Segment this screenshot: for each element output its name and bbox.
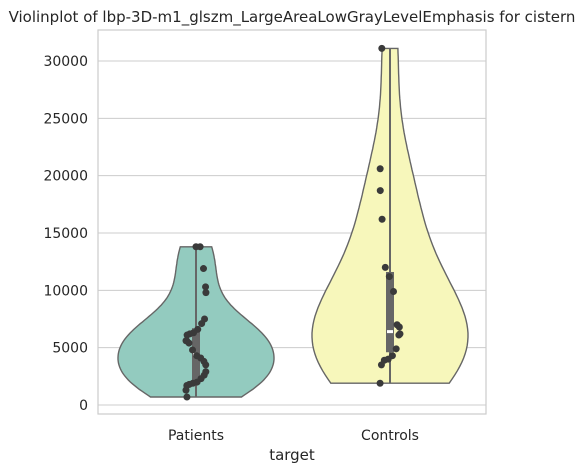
x-tick-labels: Patients Controls: [168, 428, 419, 444]
chart-title: Violinplot of lbp-3D-m1_glszm_LargeAreaL…: [9, 8, 576, 27]
data-point: [382, 264, 389, 271]
data-point: [378, 45, 385, 52]
data-point: [379, 216, 386, 223]
violins: [118, 48, 468, 397]
median-marker: [387, 330, 393, 333]
y-tick-label: 15000: [43, 226, 88, 242]
data-point: [386, 273, 393, 280]
data-point: [378, 361, 385, 368]
data-point: [200, 265, 207, 272]
data-point: [377, 165, 384, 172]
x-tick-label: Patients: [168, 428, 224, 444]
data-point: [393, 345, 400, 352]
data-point: [183, 393, 190, 400]
data-point: [202, 289, 209, 296]
data-point: [185, 340, 192, 347]
data-point: [202, 361, 209, 368]
data-point: [183, 387, 190, 394]
data-point: [390, 288, 397, 295]
data-point: [197, 243, 204, 250]
data-point: [198, 320, 205, 327]
data-point: [377, 187, 384, 194]
iqr-box: [386, 272, 394, 352]
y-tick-label: 10000: [43, 283, 88, 299]
data-point: [395, 332, 402, 339]
y-tick-label: 5000: [52, 341, 88, 357]
y-tick-labels: 0 5000 10000 15000 20000 25000 30000: [43, 54, 88, 414]
data-point: [396, 324, 403, 331]
y-tick-label: 20000: [43, 169, 88, 185]
y-tick-label: 30000: [43, 54, 88, 70]
data-point: [189, 346, 196, 353]
x-tick-label: Controls: [361, 428, 419, 444]
y-tick-label: 25000: [43, 111, 88, 127]
data-point: [377, 380, 384, 387]
y-tick-label: 0: [79, 398, 88, 414]
x-axis-title: target: [269, 446, 315, 464]
